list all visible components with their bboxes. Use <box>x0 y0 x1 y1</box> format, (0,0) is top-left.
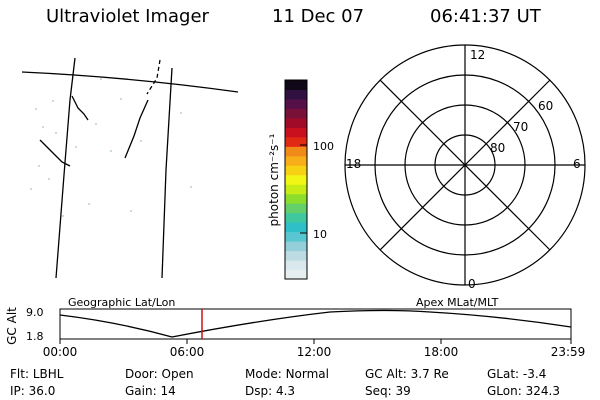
info-label: Dsp: <box>245 384 273 398</box>
time-label: 06:41:37 UT <box>430 6 541 27</box>
colorbar-band <box>285 174 307 185</box>
polar-diagonal-2 <box>379 79 551 251</box>
timeline-x-ticks <box>59 339 572 344</box>
colorbar-band <box>285 241 307 252</box>
colorbar-tick-label-10: 10 <box>313 228 327 241</box>
info-label: GLon: <box>487 384 522 398</box>
info-label: Seq: <box>365 384 392 398</box>
mlt-label-18: 18 <box>346 157 361 171</box>
info-dsp: Dsp: 4.3 <box>245 384 295 398</box>
colorbar-band <box>285 146 307 157</box>
info-ip: IP: 36.0 <box>10 384 55 398</box>
info-filter: Flt: LBHL <box>10 367 63 381</box>
x-tick-label-1200: 12:00 <box>297 345 332 359</box>
date-label: 11 Dec 07 <box>272 6 365 27</box>
info-glat: GLat: -3.4 <box>487 367 546 381</box>
info-value: 14 <box>160 384 176 398</box>
coastline-4 <box>71 95 89 121</box>
mlat-label-70: 70 <box>513 120 528 134</box>
colorbar-band <box>285 269 307 280</box>
info-gc-alt: GC Alt: 3.7 Re <box>365 367 449 381</box>
info-value: Normal <box>285 367 329 381</box>
colorbar-band <box>285 260 307 271</box>
colorbar-band <box>285 203 307 214</box>
colorbar-band <box>285 184 307 195</box>
lat-line <box>21 71 239 93</box>
lon-line-right <box>161 67 173 279</box>
info-value: Open <box>161 367 194 381</box>
mlt-label-6: 6 <box>573 157 581 171</box>
coastline-1 <box>146 59 161 95</box>
x-tick-label-0600: 06:00 <box>170 345 205 359</box>
colorbar-band <box>285 231 307 242</box>
info-value: 3.7 Re <box>410 367 449 381</box>
colorbar-band <box>285 212 307 223</box>
info-label: GC Alt: <box>365 367 407 381</box>
colorbar-band <box>285 117 307 128</box>
mlt-label-0: 0 <box>468 277 476 291</box>
info-label: Gain: <box>125 384 157 398</box>
coastline-2 <box>124 99 149 159</box>
info-label: GLat: <box>487 367 520 381</box>
colorbar-band <box>285 80 307 90</box>
colorbar-frame <box>284 79 308 280</box>
info-glon: GLon: 324.3 <box>487 384 560 398</box>
info-value: 36.0 <box>28 384 56 398</box>
colorbar-tick-label-100: 100 <box>313 140 334 153</box>
colorbar-band <box>285 250 307 261</box>
y-axis-label: GC Alt <box>5 307 19 345</box>
y-tick-label-top: 9.0 <box>26 306 44 319</box>
info-label: Door: <box>125 367 158 381</box>
colorbar-band <box>285 136 307 147</box>
info-value: 4.3 <box>275 384 296 398</box>
colorbar-band <box>285 193 307 204</box>
colorbar-band <box>285 155 307 166</box>
colorbar <box>285 80 307 280</box>
timeline-label-left: Geographic Lat/Lon <box>68 296 175 309</box>
coastline-3 <box>39 139 71 167</box>
mlat-label-60: 60 <box>538 99 553 113</box>
colorbar-unit-label: photon cm⁻²s⁻¹ <box>267 133 281 226</box>
geographic-image-panel <box>21 57 239 279</box>
info-label: Flt: <box>10 367 29 381</box>
altitude-curve <box>59 309 572 338</box>
info-label: Mode: <box>245 367 282 381</box>
info-value: LBHL <box>32 367 64 381</box>
x-tick-label-2359: 23:59 <box>551 345 586 359</box>
info-gain: Gain: 14 <box>125 384 176 398</box>
info-value: 39 <box>395 384 411 398</box>
info-value: -3.4 <box>522 367 547 381</box>
y-tick-label-bottom: 1.8 <box>26 330 44 343</box>
info-value: 324.3 <box>525 384 560 398</box>
colorbar-band <box>285 98 307 109</box>
colorbar-band <box>285 127 307 138</box>
mlat-label-80: 80 <box>490 141 505 155</box>
timeline-label-right: Apex MLat/MLT <box>416 296 499 309</box>
lon-line-left <box>55 57 76 279</box>
colorbar-band <box>285 222 307 233</box>
colorbar-band <box>285 165 307 176</box>
info-mode: Mode: Normal <box>245 367 329 381</box>
x-tick-label-1800: 18:00 <box>424 345 459 359</box>
colorbar-band <box>285 108 307 119</box>
polar-plot <box>344 44 586 286</box>
x-tick-label-0000: 00:00 <box>43 345 78 359</box>
timeline-frame <box>59 308 572 340</box>
colorbar-band <box>285 89 307 100</box>
info-label: IP: <box>10 384 25 398</box>
info-door: Door: Open <box>125 367 194 381</box>
info-seq: Seq: 39 <box>365 384 411 398</box>
instrument-title: Ultraviolet Imager <box>46 6 209 27</box>
uv-emission-speckles <box>30 78 192 217</box>
mlt-label-12: 12 <box>470 48 485 62</box>
